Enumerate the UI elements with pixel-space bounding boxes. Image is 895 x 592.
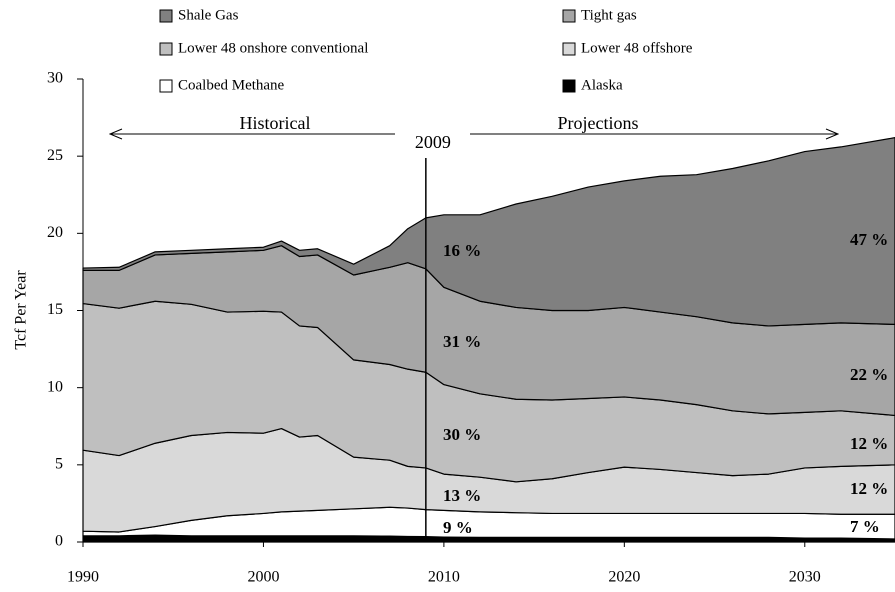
- share-label: 31 %: [443, 332, 481, 351]
- y-tick-label: 25: [47, 147, 63, 164]
- share-label: 30 %: [443, 425, 481, 444]
- legend-label: Coalbed Methane: [178, 77, 285, 93]
- x-tick-label: 1990: [67, 569, 99, 586]
- legend-swatch: [562, 42, 576, 56]
- y-tick-label: 5: [55, 456, 63, 473]
- legend-swatch: [159, 79, 173, 93]
- y-tick-label: 30: [47, 70, 63, 87]
- legend-label: Lower 48 offshore: [581, 40, 693, 56]
- share-label: 9 %: [443, 518, 473, 537]
- y-tick-label: 20: [47, 224, 63, 241]
- legend-swatch: [159, 42, 173, 56]
- y-tick-label: 0: [55, 533, 63, 550]
- share-label: 13 %: [443, 486, 481, 505]
- share-label: 12 %: [850, 479, 888, 498]
- share-label: 12 %: [850, 434, 888, 453]
- x-tick-label: 2010: [428, 569, 460, 586]
- historical-label: Historical: [240, 113, 311, 133]
- y-axis-label: Tcf Per Year: [13, 270, 30, 350]
- share-label: 47 %: [850, 230, 888, 249]
- legend-swatch: [159, 9, 173, 23]
- areas: [82, 137, 895, 543]
- legend-label: Shale Gas: [178, 7, 239, 23]
- projections-label: Projections: [558, 113, 639, 133]
- share-label: 7 %: [850, 517, 880, 536]
- share-label: 22 %: [850, 365, 888, 384]
- y-tick-label: 15: [47, 301, 63, 318]
- y-tick-label: 10: [47, 378, 63, 395]
- x-tick-label: 2000: [247, 569, 279, 586]
- share-label: 16 %: [443, 241, 481, 260]
- legend-swatch: [562, 9, 576, 23]
- legend-label: Lower 48 onshore conventional: [178, 40, 368, 56]
- area: [82, 137, 895, 327]
- x-tick-label: 2030: [789, 569, 821, 586]
- legend-label: Alaska: [581, 77, 623, 93]
- legend-label: Tight gas: [581, 7, 637, 23]
- divider-label: 2009: [415, 132, 451, 152]
- legend-swatch: [562, 79, 576, 93]
- x-tick-label: 2020: [608, 569, 640, 586]
